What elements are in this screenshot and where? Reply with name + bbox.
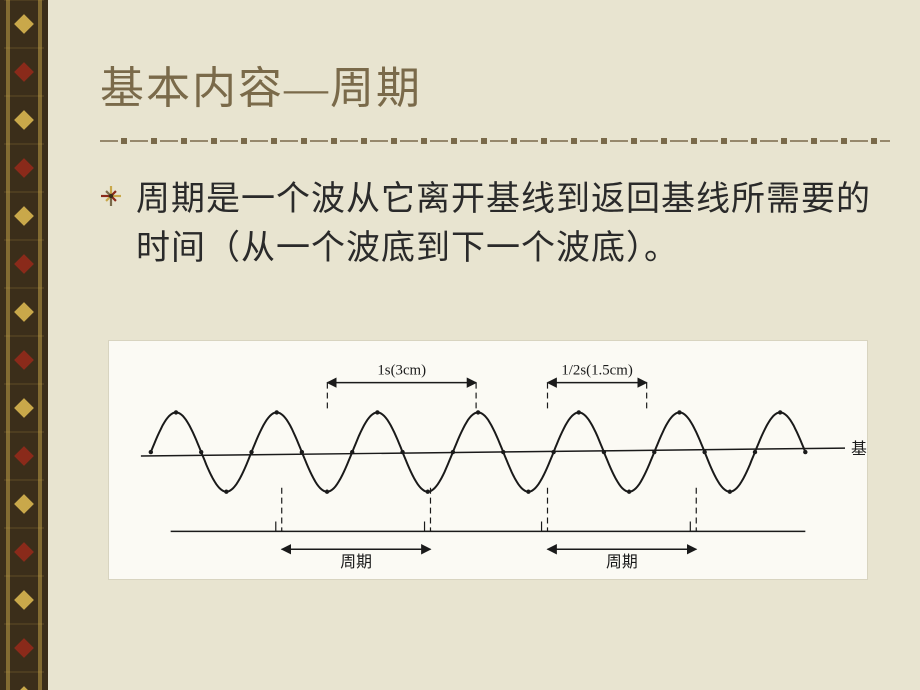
- slide-title: 基本内容—周期: [100, 52, 890, 116]
- svg-text:周期: 周期: [340, 553, 372, 571]
- svg-text:1s(3cm): 1s(3cm): [377, 363, 426, 379]
- title-divider: [100, 134, 890, 148]
- wave-period-figure: 基线 1s(3cm) 1/2s(1.5cm) 周期 周期: [108, 340, 868, 580]
- body-text: 周期是一个波从它离开基线到返回基线所需要的时间（从一个波底到下一个波底）。: [136, 175, 876, 274]
- svg-text:基线: 基线: [851, 440, 868, 458]
- svg-text:周期: 周期: [606, 553, 638, 571]
- svg-text:1/2s(1.5cm): 1/2s(1.5cm): [561, 363, 632, 379]
- bullet-row: 周期是一个波从它离开基线到返回基线所需要的时间（从一个波底到下一个波底）。: [100, 175, 890, 274]
- starburst-icon: [100, 185, 122, 207]
- left-border-strip: [0, 0, 48, 690]
- slide-content: 基本内容—周期 周期是一个波从它离开基线到返回基线所需要的时间（从一个波底到下一…: [100, 52, 890, 274]
